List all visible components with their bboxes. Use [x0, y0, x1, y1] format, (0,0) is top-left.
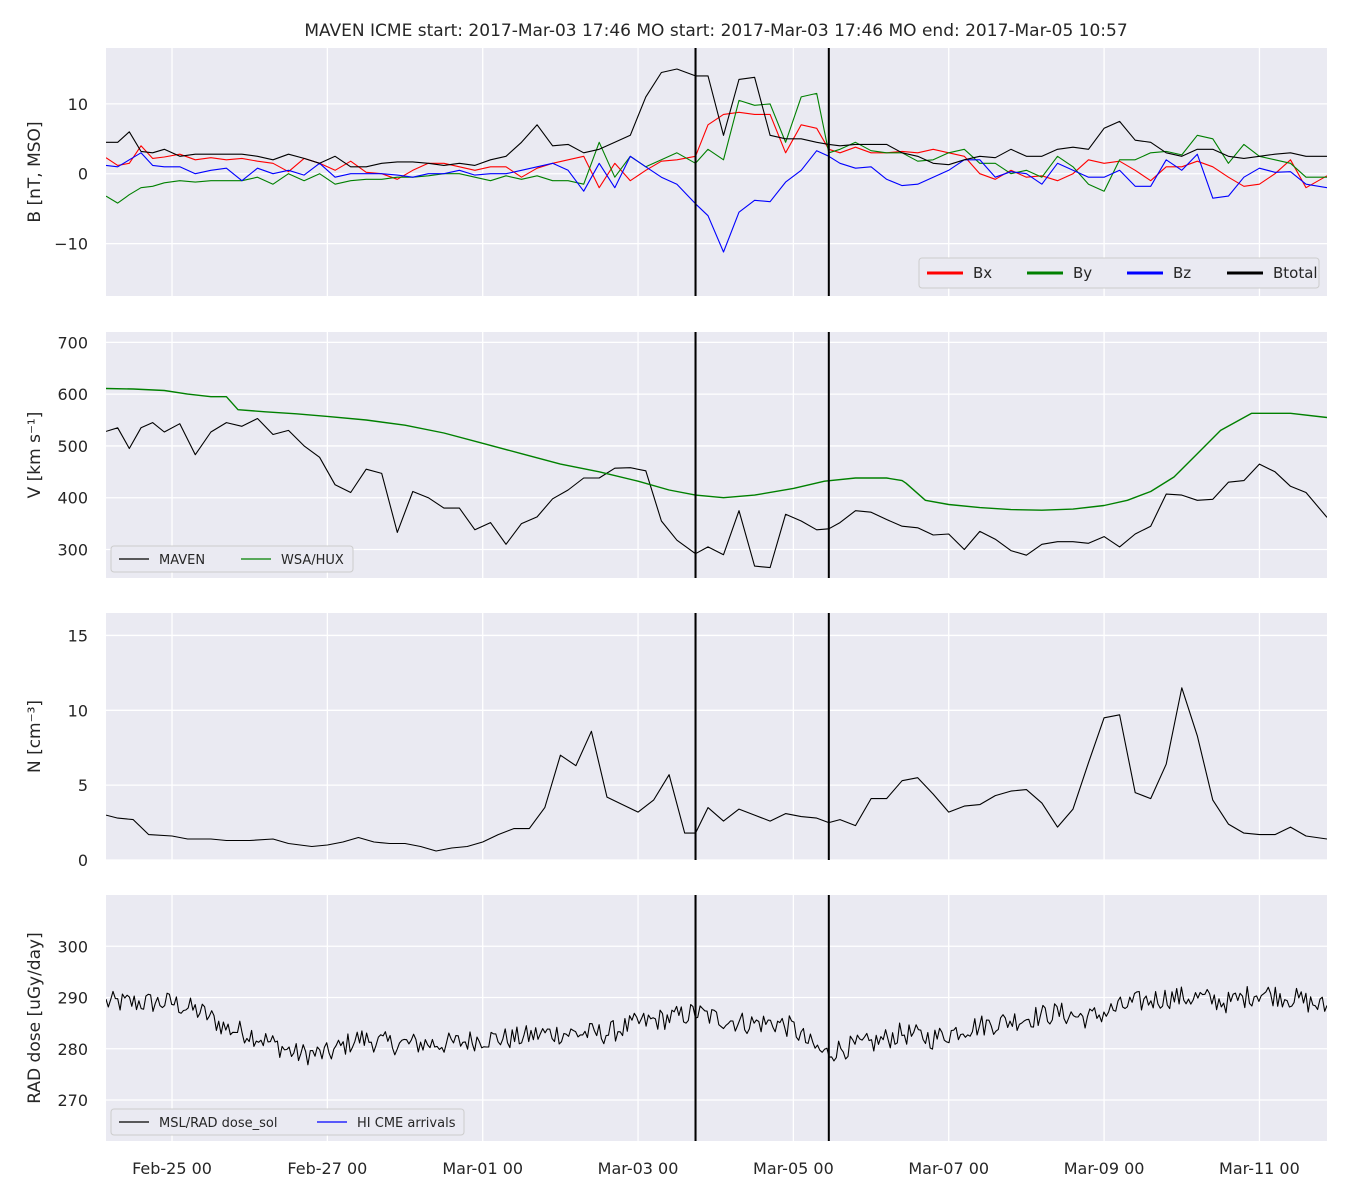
- x-tick-label: Feb-25 00: [132, 1159, 212, 1178]
- panels: −10 0 10 B [nT, MSO] Bx By Bz Btotal 300 400 500 60…: [25, 48, 1327, 1178]
- series-line-maven: [106, 687, 1327, 852]
- y-axis-label: B [nT, MSO]: [25, 121, 45, 222]
- gridlines: [106, 332, 1327, 578]
- series-line-msl-rad-dose-sol: [106, 985, 1327, 1066]
- series-line-bz: [106, 150, 1327, 253]
- legend: Bx By Bz Btotal: [918, 257, 1320, 289]
- plot-background: [106, 332, 1327, 578]
- legend-entry: Btotal: [1273, 264, 1318, 282]
- x-tick-label: Mar-01 00: [442, 1159, 523, 1178]
- legend-entry: Bz: [1173, 264, 1191, 282]
- gridlines: [106, 613, 1327, 861]
- series-group: [106, 68, 1327, 253]
- legend-box: [110, 1108, 465, 1136]
- series-line-by: [106, 92, 1327, 204]
- legend-entry: By: [1073, 264, 1092, 282]
- y-tick-label: 700: [57, 333, 88, 352]
- chart-title: MAVEN ICME start: 2017-Mar-03 17:46 MO s…: [304, 21, 1127, 41]
- y-tick-label: −10: [54, 235, 88, 254]
- legend-box: [918, 257, 1320, 289]
- x-tick-labels: Feb-25 00 Feb-27 00 Mar-01 00 Mar-03 00 Mar-…: [132, 1159, 1300, 1178]
- y-tick-label: 280: [57, 1040, 88, 1059]
- plot-background: [106, 895, 1327, 1141]
- y-tick-label: 400: [57, 489, 88, 508]
- y-tick-label: 10: [68, 95, 88, 114]
- y-axis-label: N [cm⁻³]: [25, 700, 45, 773]
- y-tick-label: 0: [78, 165, 88, 184]
- series-group: [106, 687, 1327, 852]
- legend-entry: MAVEN: [159, 553, 205, 568]
- series-line-maven: [106, 417, 1327, 569]
- y-tick-label: 5: [78, 776, 88, 795]
- y-axis-label: V [km s⁻¹]: [25, 412, 45, 499]
- legend: MSL/RAD dose_sol HI CME arrivals: [110, 1108, 465, 1136]
- x-tick-label: Feb-27 00: [287, 1159, 367, 1178]
- legend: MAVEN WSA/HUX: [110, 545, 354, 573]
- x-tick-label: Mar-07 00: [908, 1159, 989, 1178]
- y-tick-label: 500: [57, 437, 88, 456]
- y-axis-label: RAD dose [uGy/day]: [25, 932, 45, 1103]
- series-group: [106, 387, 1327, 569]
- legend-entry: WSA/HUX: [281, 553, 344, 568]
- x-tick-label: Mar-03 00: [598, 1159, 679, 1178]
- series-group: [106, 985, 1327, 1066]
- y-tick-label: 15: [68, 626, 88, 645]
- series-line-wsa-hux: [106, 387, 1327, 511]
- panel-b-field: −10 0 10 B [nT, MSO] Bx By Bz Btotal: [25, 48, 1327, 296]
- y-tick-label: 10: [68, 701, 88, 720]
- plot-background: [106, 613, 1327, 860]
- series-line-bx: [106, 111, 1327, 189]
- legend-entry: Bx: [973, 264, 992, 282]
- y-tick-label: 600: [57, 385, 88, 404]
- x-tick-label: Mar-05 00: [753, 1159, 834, 1178]
- y-tick-label: 300: [57, 937, 88, 956]
- panel-rad-dose: 270 280 290 300 RAD dose [uGy/day] MSL/RAD do…: [25, 895, 1327, 1141]
- legend-entry: MSL/RAD dose_sol: [159, 1116, 277, 1131]
- series-line-btotal: [106, 68, 1327, 168]
- panel-density: 0 5 10 15 N [cm⁻³]: [25, 613, 1327, 870]
- legend-entry: HI CME arrivals: [357, 1116, 456, 1131]
- x-tick-label: Mar-11 00: [1219, 1159, 1300, 1178]
- y-tick-label: 0: [78, 851, 88, 870]
- panel-velocity: 300 400 500 600 700 V [km s⁻¹] MAVEN WSA/HUX: [25, 332, 1327, 578]
- legend-box: [110, 545, 354, 573]
- y-tick-label: 290: [57, 989, 88, 1008]
- y-tick-label: 300: [57, 541, 88, 560]
- y-tick-label: 270: [57, 1091, 88, 1110]
- x-tick-label: Mar-09 00: [1064, 1159, 1145, 1178]
- plot-background: [106, 48, 1327, 296]
- gridlines: [106, 895, 1327, 1141]
